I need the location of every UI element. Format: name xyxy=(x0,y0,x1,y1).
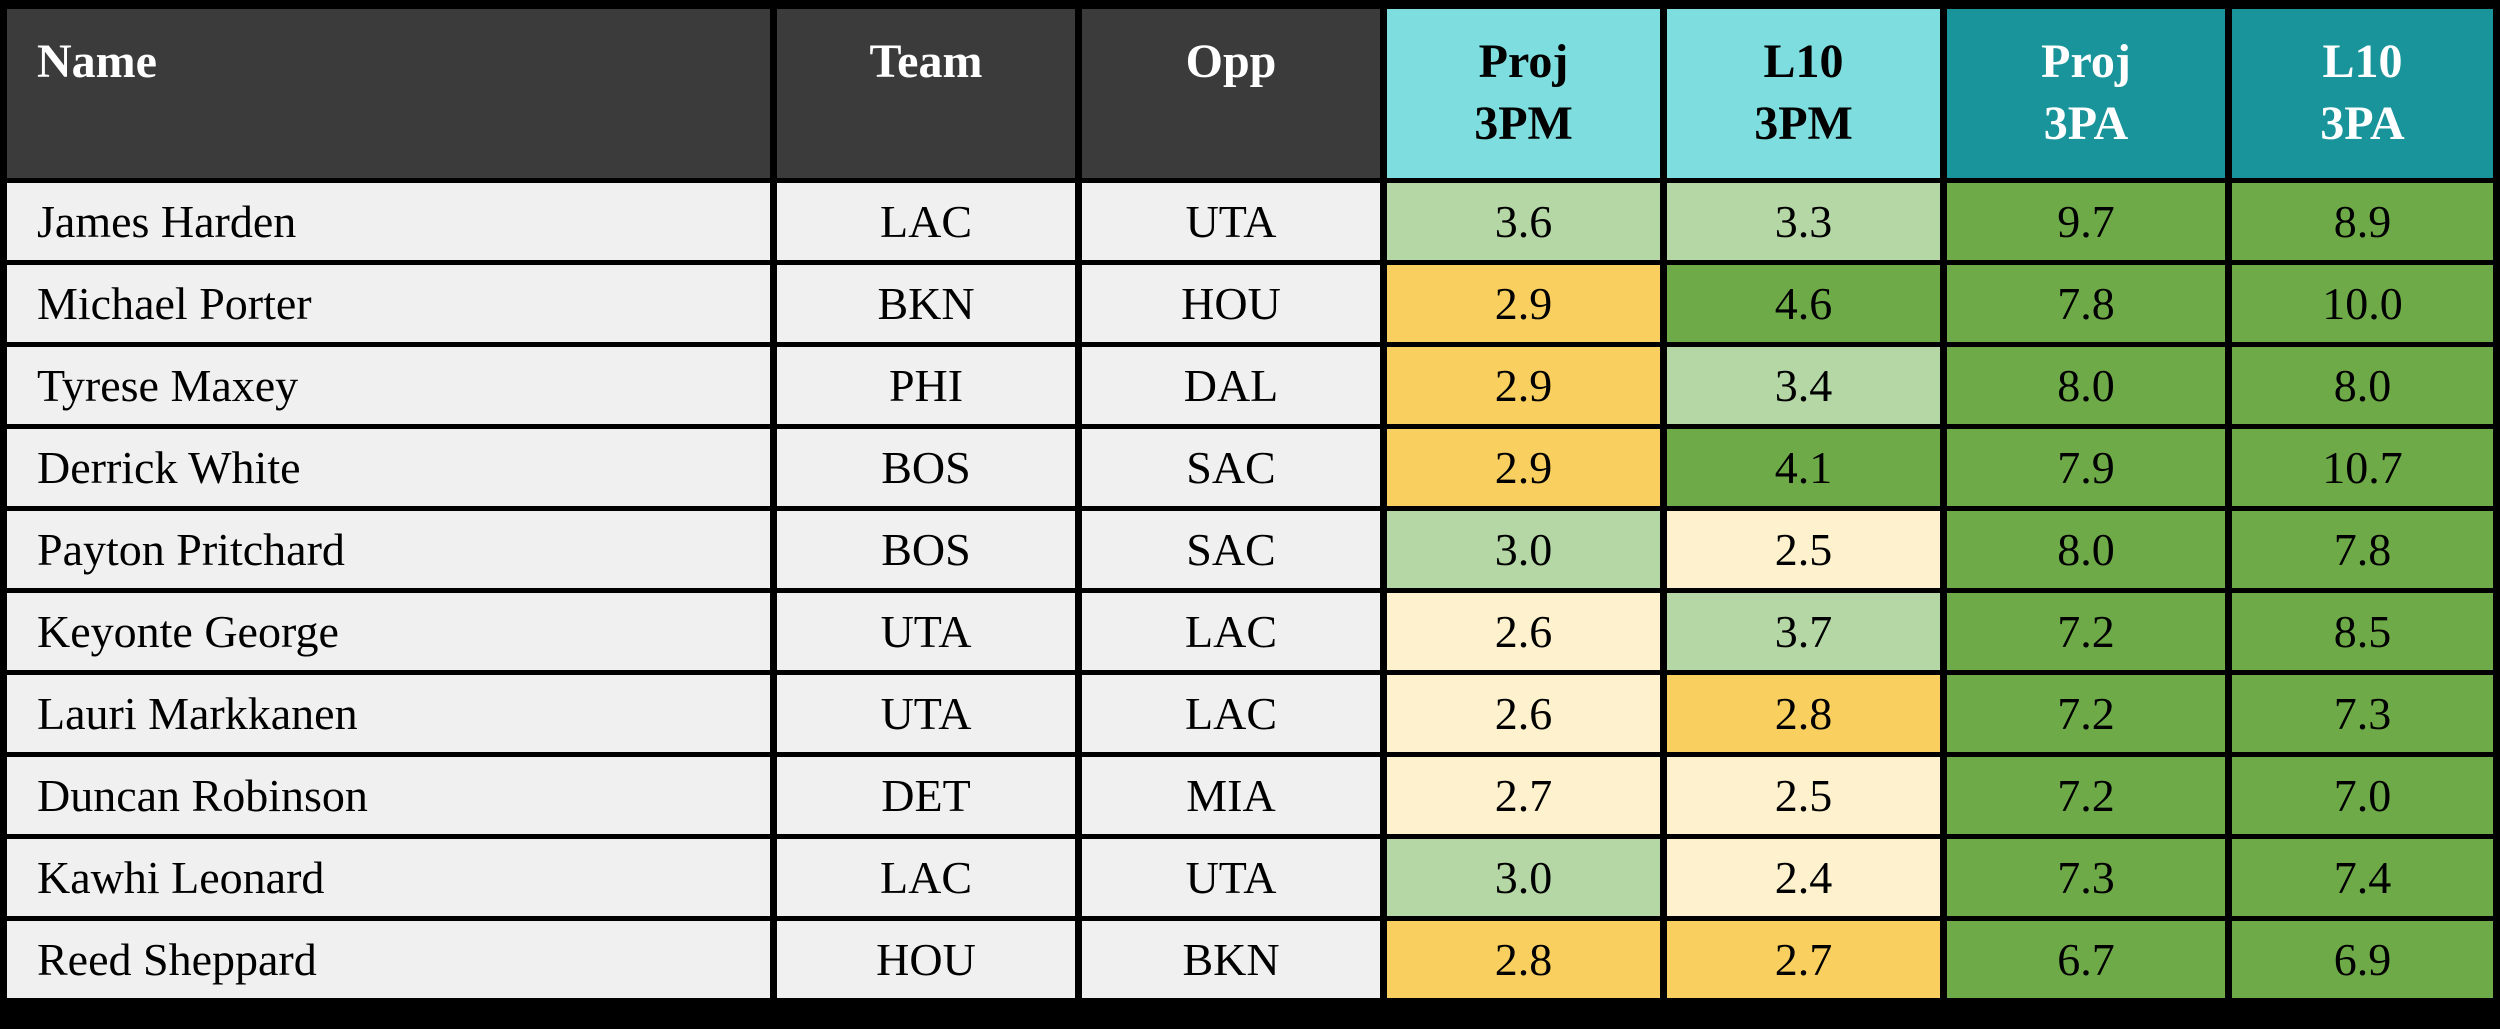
column-header-proj-3pm: Proj 3PM xyxy=(1387,9,1667,183)
cell-player-name: James Harden xyxy=(7,183,777,265)
table-row: Reed Sheppard HOU BKN 2.8 2.7 6.7 6.9 xyxy=(7,921,2500,1003)
cell-proj-3pa: 9.7 xyxy=(1947,183,2232,265)
cell-l10-3pa: 10.7 xyxy=(2232,429,2500,511)
cell-player-name: Lauri Markkanen xyxy=(7,675,777,757)
cell-proj-3pa: 7.9 xyxy=(1947,429,2232,511)
cell-proj-3pm: 2.7 xyxy=(1387,757,1667,839)
table-row: Derrick White BOS SAC 2.9 4.1 7.9 10.7 xyxy=(7,429,2500,511)
cell-opp: HOU xyxy=(1082,265,1387,347)
cell-player-name: Michael Porter xyxy=(7,265,777,347)
player-projections-table: Name Team Opp Proj 3PM L10 3PM Proj 3PA … xyxy=(0,4,2500,1003)
cell-team: BOS xyxy=(777,511,1082,593)
cell-player-name: Kawhi Leonard xyxy=(7,839,777,921)
cell-opp: SAC xyxy=(1082,511,1387,593)
cell-proj-3pa: 8.0 xyxy=(1947,347,2232,429)
table-row: Keyonte George UTA LAC 2.6 3.7 7.2 8.5 xyxy=(7,593,2500,675)
table-header: Name Team Opp Proj 3PM L10 3PM Proj 3PA … xyxy=(7,9,2500,183)
cell-l10-3pm: 2.7 xyxy=(1667,921,1947,1003)
column-header-l10-3pa: L10 3PA xyxy=(2232,9,2500,183)
cell-opp: UTA xyxy=(1082,183,1387,265)
cell-team: UTA xyxy=(777,593,1082,675)
cell-l10-3pm: 4.6 xyxy=(1667,265,1947,347)
table-row: Michael Porter BKN HOU 2.9 4.6 7.8 10.0 xyxy=(7,265,2500,347)
cell-team: UTA xyxy=(777,675,1082,757)
cell-team: HOU xyxy=(777,921,1082,1003)
cell-team: BOS xyxy=(777,429,1082,511)
cell-l10-3pa: 7.3 xyxy=(2232,675,2500,757)
cell-team: PHI xyxy=(777,347,1082,429)
cell-l10-3pa: 8.5 xyxy=(2232,593,2500,675)
cell-player-name: Payton Pritchard xyxy=(7,511,777,593)
cell-team: LAC xyxy=(777,839,1082,921)
cell-opp: BKN xyxy=(1082,921,1387,1003)
cell-l10-3pa: 8.9 xyxy=(2232,183,2500,265)
column-header-l10-3pm: L10 3PM xyxy=(1667,9,1947,183)
cell-proj-3pm: 2.9 xyxy=(1387,347,1667,429)
cell-opp: DAL xyxy=(1082,347,1387,429)
cell-l10-3pa: 6.9 xyxy=(2232,921,2500,1003)
cell-proj-3pa: 7.8 xyxy=(1947,265,2232,347)
table-row: Kawhi Leonard LAC UTA 3.0 2.4 7.3 7.4 xyxy=(7,839,2500,921)
cell-l10-3pm: 3.3 xyxy=(1667,183,1947,265)
cell-player-name: Duncan Robinson xyxy=(7,757,777,839)
table-row: Lauri Markkanen UTA LAC 2.6 2.8 7.2 7.3 xyxy=(7,675,2500,757)
table-body: James Harden LAC UTA 3.6 3.3 9.7 8.9 Mic… xyxy=(7,183,2500,1003)
column-header-team: Team xyxy=(777,9,1082,183)
cell-l10-3pm: 3.7 xyxy=(1667,593,1947,675)
cell-opp: LAC xyxy=(1082,675,1387,757)
cell-proj-3pa: 8.0 xyxy=(1947,511,2232,593)
cell-opp: UTA xyxy=(1082,839,1387,921)
cell-l10-3pa: 10.0 xyxy=(2232,265,2500,347)
cell-proj-3pm: 3.0 xyxy=(1387,839,1667,921)
cell-proj-3pa: 6.7 xyxy=(1947,921,2232,1003)
column-header-opp: Opp xyxy=(1082,9,1387,183)
cell-l10-3pa: 7.4 xyxy=(2232,839,2500,921)
cell-l10-3pm: 2.8 xyxy=(1667,675,1947,757)
cell-proj-3pa: 7.2 xyxy=(1947,757,2232,839)
table-row: James Harden LAC UTA 3.6 3.3 9.7 8.9 xyxy=(7,183,2500,265)
cell-proj-3pm: 2.6 xyxy=(1387,675,1667,757)
cell-team: BKN xyxy=(777,265,1082,347)
cell-player-name: Tyrese Maxey xyxy=(7,347,777,429)
column-header-proj-3pa: Proj 3PA xyxy=(1947,9,2232,183)
cell-player-name: Keyonte George xyxy=(7,593,777,675)
cell-proj-3pa: 7.3 xyxy=(1947,839,2232,921)
table-row: Payton Pritchard BOS SAC 3.0 2.5 8.0 7.8 xyxy=(7,511,2500,593)
cell-opp: MIA xyxy=(1082,757,1387,839)
cell-player-name: Reed Sheppard xyxy=(7,921,777,1003)
cell-player-name: Derrick White xyxy=(7,429,777,511)
cell-proj-3pm: 2.9 xyxy=(1387,429,1667,511)
cell-l10-3pa: 8.0 xyxy=(2232,347,2500,429)
cell-team: LAC xyxy=(777,183,1082,265)
table-row: Tyrese Maxey PHI DAL 2.9 3.4 8.0 8.0 xyxy=(7,347,2500,429)
cell-opp: LAC xyxy=(1082,593,1387,675)
cell-proj-3pm: 2.6 xyxy=(1387,593,1667,675)
cell-l10-3pm: 4.1 xyxy=(1667,429,1947,511)
cell-opp: SAC xyxy=(1082,429,1387,511)
cell-proj-3pm: 2.9 xyxy=(1387,265,1667,347)
cell-l10-3pm: 2.5 xyxy=(1667,757,1947,839)
cell-l10-3pm: 2.5 xyxy=(1667,511,1947,593)
cell-proj-3pm: 2.8 xyxy=(1387,921,1667,1003)
cell-proj-3pa: 7.2 xyxy=(1947,593,2232,675)
column-header-name: Name xyxy=(7,9,777,183)
cell-team: DET xyxy=(777,757,1082,839)
cell-l10-3pa: 7.8 xyxy=(2232,511,2500,593)
cell-proj-3pa: 7.2 xyxy=(1947,675,2232,757)
cell-proj-3pm: 3.0 xyxy=(1387,511,1667,593)
header-row: Name Team Opp Proj 3PM L10 3PM Proj 3PA … xyxy=(7,9,2500,183)
cell-l10-3pm: 2.4 xyxy=(1667,839,1947,921)
cell-proj-3pm: 3.6 xyxy=(1387,183,1667,265)
table-row: Duncan Robinson DET MIA 2.7 2.5 7.2 7.0 xyxy=(7,757,2500,839)
cell-l10-3pa: 7.0 xyxy=(2232,757,2500,839)
cell-l10-3pm: 3.4 xyxy=(1667,347,1947,429)
